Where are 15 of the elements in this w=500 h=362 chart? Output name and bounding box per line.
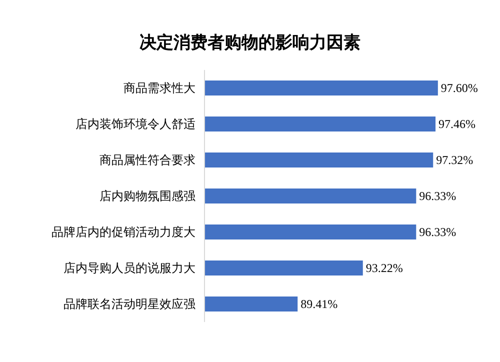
data-label: 96.33% [419, 189, 456, 203]
data-label: 97.46% [438, 117, 476, 131]
data-label: 93.22% [366, 261, 403, 275]
y-tick-label: 商品需求性大 [124, 81, 196, 96]
y-tick-label: 品牌店内的促销活动力度大 [52, 225, 196, 240]
y-tick-label: 店内装饰环境令人舒适 [76, 117, 196, 132]
data-label: 97.60% [440, 81, 478, 95]
data-label: 89.41% [300, 297, 338, 311]
chart-title: 决定消费者购物的影响力因素 [140, 33, 360, 52]
y-tick-label: 店内购物氛围感强 [100, 189, 196, 204]
y-tick-label: 品牌联名活动明星效应强 [64, 297, 196, 312]
data-label: 96.33% [419, 225, 456, 239]
y-tick-label: 店内导购人员的说服力大 [64, 261, 196, 276]
y-tick-label: 商品属性符合要求 [100, 153, 196, 168]
data-label: 97.32% [436, 153, 474, 167]
